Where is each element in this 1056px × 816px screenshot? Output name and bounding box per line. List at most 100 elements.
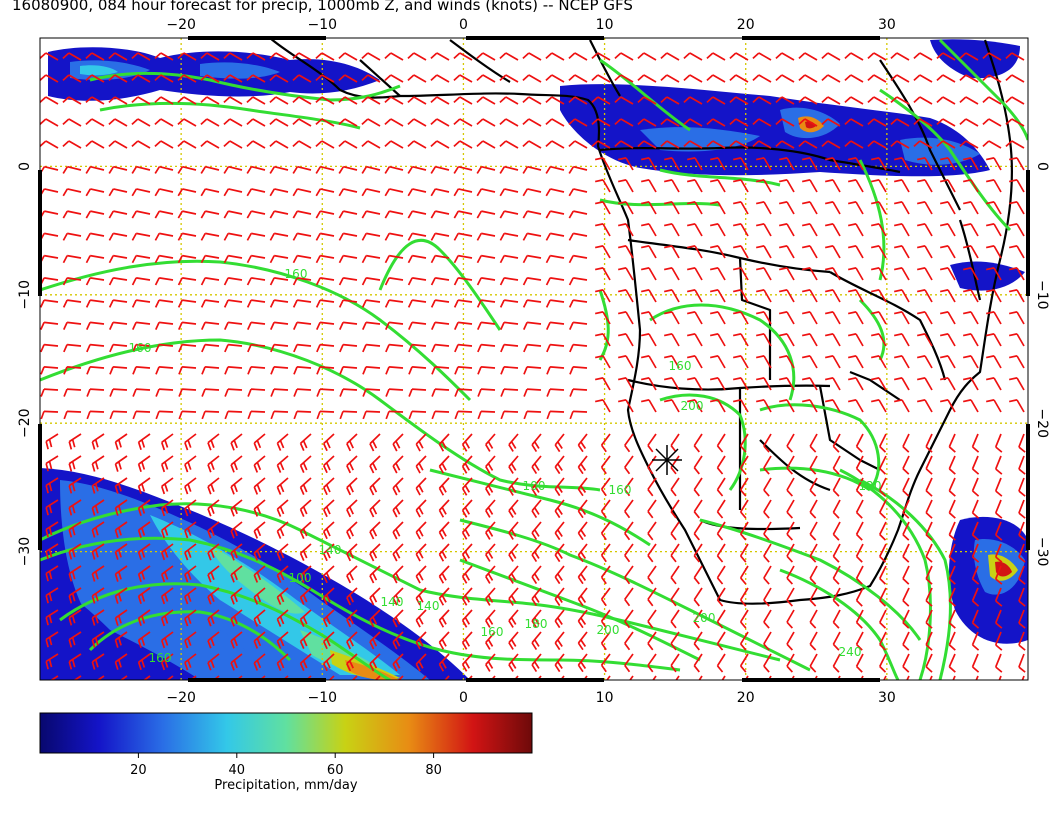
wind-barb: [361, 188, 381, 197]
wind-barb: [706, 118, 726, 127]
contour-label: 160: [129, 341, 152, 355]
wind-barb: [763, 653, 772, 673]
wind-barb: [114, 499, 128, 516]
wind-barb: [739, 543, 749, 563]
wind-barb: [729, 118, 749, 127]
wind-barb: [786, 631, 795, 651]
wind-barb: [870, 333, 887, 347]
wind-barb: [554, 499, 565, 519]
wind-barb: [729, 96, 749, 105]
wind-barb: [847, 311, 864, 325]
wind-barb: [798, 52, 818, 61]
wind-barb: [453, 165, 473, 174]
wind-barb: [568, 210, 588, 219]
wind-barb: [200, 277, 220, 286]
wind-barb: [230, 455, 243, 473]
wind-barb: [369, 631, 381, 650]
wind-barb: [108, 277, 128, 286]
wind-barb: [686, 157, 703, 171]
frame-edge-bars: [38, 36, 1030, 682]
wind-barb: [568, 321, 588, 331]
wind-barb: [177, 254, 197, 264]
wind-barb: [962, 157, 979, 171]
wind-barb: [879, 609, 887, 629]
wind-barb: [844, 52, 864, 61]
wind-barb: [361, 299, 381, 308]
wind-barb: [647, 477, 657, 497]
wind-barb: [361, 210, 381, 219]
wind-barb: [132, 410, 151, 420]
wind-barb: [985, 333, 1002, 347]
wind-barb: [224, 343, 243, 353]
wind-barb: [554, 587, 565, 607]
wind-barb: [855, 631, 864, 651]
wind-barb: [801, 333, 818, 347]
wind-barb: [985, 311, 1002, 325]
wind-barb: [577, 653, 588, 673]
wind-barb: [62, 96, 82, 105]
lon-tick-label-top: 10: [596, 17, 614, 33]
wind-barb: [591, 52, 611, 61]
wind-barb: [276, 499, 289, 517]
wind-barb: [499, 321, 519, 331]
wind-barb: [600, 499, 611, 519]
wind-barb: [939, 377, 956, 391]
wind-barb: [594, 311, 611, 325]
wind-barb: [276, 609, 289, 627]
wind-barb: [322, 609, 335, 628]
wind-barb: [142, 675, 151, 680]
wind-barb: [732, 201, 749, 215]
wind-barb: [786, 543, 795, 563]
wind-barb: [716, 631, 726, 651]
wind-barb: [200, 254, 220, 264]
wind-barb: [1018, 609, 1026, 629]
wind-barb: [693, 609, 703, 629]
wind-barb: [600, 455, 611, 475]
wind-barb: [847, 399, 864, 413]
wind-barb: [801, 355, 818, 369]
wind-barb: [640, 267, 657, 281]
wind-barb: [408, 410, 427, 420]
wind-barb: [407, 232, 427, 241]
contour-label: 100: [289, 571, 312, 585]
wind-barb: [200, 299, 220, 308]
wind-barb: [902, 653, 910, 673]
wind-barb: [879, 499, 887, 519]
wind-barb: [870, 399, 887, 413]
wind-barb: [778, 179, 795, 193]
wind-barb: [45, 631, 59, 648]
wind-barb: [461, 587, 473, 606]
wind-barb: [131, 210, 151, 219]
wind-barb: [975, 675, 979, 680]
wind-barb: [893, 289, 910, 303]
wind-barb: [369, 521, 381, 540]
wind-barb: [522, 74, 542, 83]
wind-barb: [85, 277, 105, 286]
wind-barb: [545, 321, 565, 331]
wind-barb: [467, 675, 473, 680]
wind-barb: [925, 587, 933, 607]
wind-barb: [407, 118, 427, 127]
wind-barb: [485, 587, 496, 606]
wind-barb: [916, 201, 933, 215]
wind-barb: [617, 201, 634, 215]
wind-barb: [269, 299, 289, 308]
wind-barb: [230, 477, 243, 495]
wind-barb: [971, 653, 980, 673]
wind-barb: [594, 333, 611, 347]
wind-barb: [545, 254, 565, 264]
wind-barb: [338, 321, 358, 331]
wind-barb: [739, 433, 749, 453]
wind-barb: [269, 321, 289, 331]
colorbar-ramp: [39, 712, 533, 754]
wind-barb: [508, 543, 519, 562]
wind-barb: [338, 74, 358, 83]
wind-barb: [62, 165, 82, 174]
wind-barb: [292, 140, 312, 149]
wind-barb: [870, 245, 887, 259]
wind-barb: [415, 543, 427, 562]
wind-barb: [890, 52, 910, 61]
wind-barb: [554, 543, 565, 563]
wind-barb: [832, 477, 841, 497]
wind-barb: [292, 52, 312, 61]
